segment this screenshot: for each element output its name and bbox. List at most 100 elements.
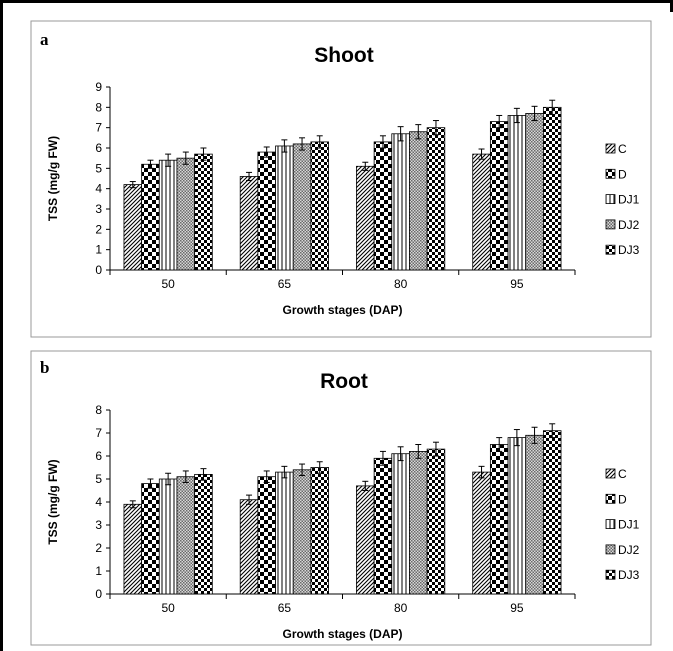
bar-c-80 — [356, 485, 375, 595]
y-tick-label: 5 — [95, 472, 102, 486]
bar-dj2-50 — [176, 476, 196, 595]
x-tick-label: 50 — [161, 601, 175, 615]
legend-label-d: D — [618, 492, 627, 506]
bar-dj2-65 — [292, 469, 312, 595]
x-tick-label: 80 — [394, 277, 408, 291]
legend-swatch-d — [605, 493, 616, 504]
panel-label: a — [40, 30, 49, 49]
y-tick-label: 8 — [95, 403, 102, 417]
legend-swatch-dj1 — [605, 519, 616, 529]
y-tick-label: 2 — [95, 541, 102, 555]
legend-label-dj1: DJ1 — [618, 518, 640, 532]
x-tick-label: 80 — [394, 601, 408, 615]
bar-dj1-80 — [391, 453, 410, 595]
legend-label-dj2: DJ2 — [618, 543, 640, 557]
legend-swatch-dj3 — [605, 569, 616, 580]
bar-d-65 — [257, 151, 276, 271]
y-tick-label: 3 — [95, 202, 102, 216]
y-tick-label: 1 — [95, 564, 102, 578]
y-tick-label: 0 — [95, 263, 102, 277]
bar-dj3-80 — [426, 448, 446, 595]
bar-c-95 — [472, 153, 491, 271]
bar-d-65 — [257, 476, 276, 595]
y-tick-label: 7 — [95, 121, 102, 135]
y-axis-label: TSS (mg/g FW) — [46, 136, 60, 221]
panel-shoot: a Shoot 0 1 2 3 4 5 6 7 8 9 50 65 80 95 Growth stages (D… — [30, 20, 652, 338]
x-tick-label: 50 — [161, 277, 175, 291]
legend-swatch-dj3 — [605, 244, 616, 255]
y-tick-label: 2 — [95, 222, 102, 236]
legend-swatch-dj2 — [605, 544, 616, 555]
x-tick-label: 65 — [278, 277, 292, 291]
bar-dj3-80 — [426, 127, 446, 271]
bar-dj1-50 — [158, 159, 178, 271]
bar-d-95 — [489, 444, 509, 595]
legend-label-c: C — [618, 467, 627, 481]
bar-d-95 — [489, 121, 509, 271]
bar-dj1-80 — [391, 133, 410, 271]
bar-d-50 — [141, 483, 160, 595]
bar-dj3-95 — [542, 106, 562, 271]
outer-border-top — [0, 0, 673, 3]
y-tick-label: 0 — [95, 587, 102, 601]
legend-label-dj3: DJ3 — [618, 243, 640, 257]
panel-label: b — [40, 358, 49, 377]
bar-dj3-65 — [310, 141, 329, 271]
x-axis-label: Growth stages (DAP) — [282, 627, 402, 641]
bar-dj1-65 — [275, 145, 294, 271]
bar-dj3-50 — [194, 473, 213, 595]
bar-dj2-80 — [409, 131, 428, 271]
outer-border-right-stub — [670, 0, 673, 12]
bar-dj2-65 — [292, 143, 312, 271]
bar-c-95 — [472, 471, 491, 595]
legend-label-d: D — [618, 167, 627, 181]
legend-label-dj1: DJ1 — [618, 193, 640, 207]
legend-label-c: C — [618, 142, 627, 156]
y-tick-label: 3 — [95, 518, 102, 532]
y-tick-label: 7 — [95, 426, 102, 440]
x-axis-label: Growth stages (DAP) — [282, 303, 402, 317]
bar-c-50 — [123, 503, 143, 595]
bar-c-80 — [356, 165, 375, 271]
legend-swatch-d — [605, 168, 616, 179]
y-tick-label: 4 — [95, 182, 102, 196]
bar-dj2-50 — [176, 157, 196, 271]
bar-dj1-95 — [507, 115, 527, 271]
y-tick-label: 9 — [95, 80, 102, 94]
y-tick-label: 6 — [95, 449, 102, 463]
bar-c-65 — [239, 176, 259, 271]
y-axis-label: TSS (mg/g FW) — [46, 459, 60, 544]
bar-d-80 — [373, 457, 393, 595]
legend-swatch-dj2 — [605, 219, 616, 230]
legend-label-dj2: DJ2 — [618, 218, 640, 232]
outer-border-left — [0, 0, 3, 651]
x-tick-label: 95 — [510, 601, 524, 615]
bar-dj3-50 — [194, 153, 213, 271]
chart-title: Root — [320, 370, 368, 393]
bar-dj1-65 — [275, 471, 294, 595]
bar-dj1-95 — [507, 437, 527, 595]
bar-d-50 — [141, 163, 160, 271]
y-tick-label: 6 — [95, 141, 102, 155]
legend-label-dj3: DJ3 — [618, 568, 640, 582]
bar-c-50 — [123, 184, 143, 271]
bar-dj3-95 — [542, 430, 562, 595]
bar-dj2-80 — [409, 450, 428, 595]
legend-swatch-c — [605, 468, 616, 479]
bar-d-80 — [373, 141, 393, 271]
x-tick-label: 95 — [510, 277, 524, 291]
y-tick-label: 1 — [95, 243, 102, 257]
panel-root: b Root 0 1 2 3 4 5 6 7 8 50 65 80 95 Growth stages (DAP… — [30, 350, 652, 646]
y-tick-label: 8 — [95, 100, 102, 114]
x-tick-label: 65 — [278, 601, 292, 615]
chart-title: Shoot — [314, 44, 373, 67]
bar-dj1-50 — [158, 478, 178, 595]
bar-dj2-95 — [525, 113, 544, 271]
legend-swatch-dj1 — [605, 194, 616, 205]
bar-dj2-95 — [525, 434, 544, 595]
y-tick-label: 5 — [95, 161, 102, 175]
legend-swatch-c — [605, 143, 616, 154]
y-tick-label: 4 — [95, 495, 102, 509]
bar-c-65 — [239, 499, 259, 595]
